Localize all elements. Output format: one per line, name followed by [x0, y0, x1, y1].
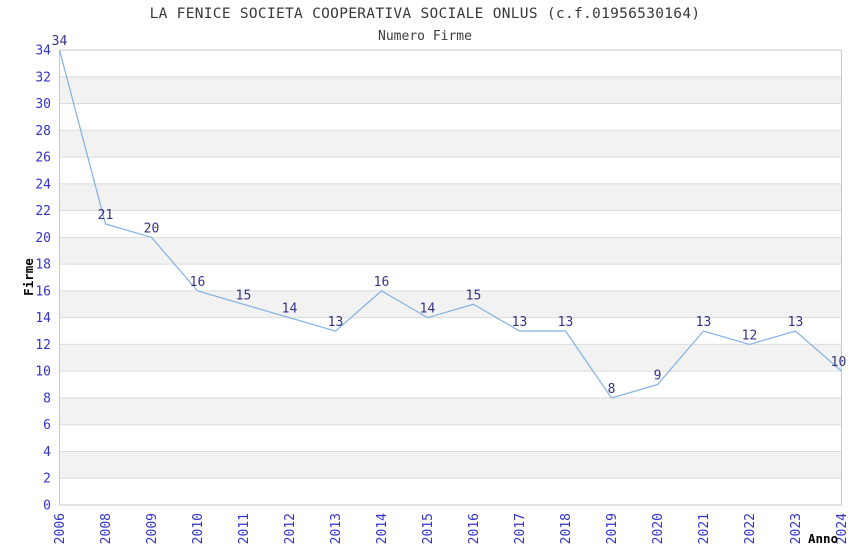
y-tick-label: 24 — [35, 177, 51, 192]
plot-border — [59, 49, 842, 506]
plot-band — [59, 397, 842, 425]
x-tick-label: 2014 — [375, 513, 390, 544]
data-point-label: 14 — [282, 302, 298, 317]
data-point-label: 16 — [374, 275, 390, 290]
x-tick-label: 2012 — [283, 513, 298, 544]
x-tick-label: 2016 — [467, 513, 482, 544]
y-tick-label: 32 — [35, 70, 51, 85]
y-tick-label: 26 — [35, 151, 51, 166]
x-tick-label: 2010 — [191, 513, 206, 544]
data-point-label: 12 — [742, 328, 758, 343]
data-point-label: 13 — [558, 315, 574, 330]
x-tick-label: 2021 — [697, 513, 712, 544]
data-point-label: 10 — [831, 355, 847, 370]
y-tick-label: 30 — [35, 97, 51, 112]
data-point-label: 34 — [52, 34, 68, 49]
x-tick-label: 2020 — [651, 513, 666, 544]
y-tick-label: 18 — [35, 258, 51, 273]
y-tick-label: 34 — [35, 44, 51, 59]
plot-band — [59, 237, 842, 265]
data-point-label: 14 — [420, 302, 436, 317]
y-tick-label: 16 — [35, 284, 51, 299]
plot-band — [59, 130, 842, 158]
x-tick-label: 2006 — [53, 513, 68, 544]
data-point-label: 8 — [608, 382, 616, 397]
plot-band — [59, 451, 842, 479]
plot-band — [59, 290, 842, 318]
y-tick-label: 14 — [35, 311, 51, 326]
x-tick-label: 2011 — [237, 513, 252, 544]
data-point-label: 13 — [788, 315, 804, 330]
x-tick-label: 2017 — [513, 513, 528, 544]
data-point-label: 15 — [236, 288, 252, 303]
x-tick-label: 2024 — [835, 513, 850, 544]
y-tick-label: 2 — [43, 472, 51, 487]
plot-band — [59, 76, 842, 104]
y-axis-title: Firme — [21, 258, 36, 296]
y-tick-label: 20 — [35, 231, 51, 246]
x-tick-label: 2022 — [743, 513, 758, 544]
y-tick-label: 0 — [43, 499, 51, 514]
y-tick-label: 12 — [35, 338, 51, 353]
data-line — [58, 49, 842, 399]
x-tick-label: 2023 — [789, 513, 804, 544]
x-tick-label: 2008 — [99, 513, 114, 544]
chart-subtitle: Numero Firme — [378, 29, 472, 44]
y-tick-label: 6 — [43, 418, 51, 433]
data-point-label: 16 — [190, 275, 206, 290]
y-tick-label: 22 — [35, 204, 51, 219]
y-tick-label: 4 — [43, 445, 51, 460]
y-tick-label: 8 — [43, 391, 51, 406]
data-point-label: 9 — [654, 369, 662, 384]
y-tick-label: 10 — [35, 365, 51, 380]
x-tick-label: 2018 — [559, 513, 574, 544]
data-point-label: 20 — [144, 221, 160, 236]
x-tick-label: 2009 — [145, 513, 160, 544]
data-point-label: 13 — [696, 315, 712, 330]
x-tick-label: 2013 — [329, 513, 344, 544]
x-axis-title: Anno — [808, 531, 838, 546]
y-tick-label: 28 — [35, 124, 51, 139]
chart-title: LA FENICE SOCIETA COOPERATIVA SOCIALE ON… — [149, 6, 701, 22]
x-tick-label: 2019 — [605, 513, 620, 544]
plot-band — [59, 344, 842, 372]
data-point-label: 13 — [512, 315, 528, 330]
plot-band — [59, 183, 842, 211]
data-point-label: 13 — [328, 315, 344, 330]
data-point-label: 15 — [466, 288, 482, 303]
data-point-label: 21 — [98, 208, 114, 223]
x-tick-label: 2015 — [421, 513, 436, 544]
